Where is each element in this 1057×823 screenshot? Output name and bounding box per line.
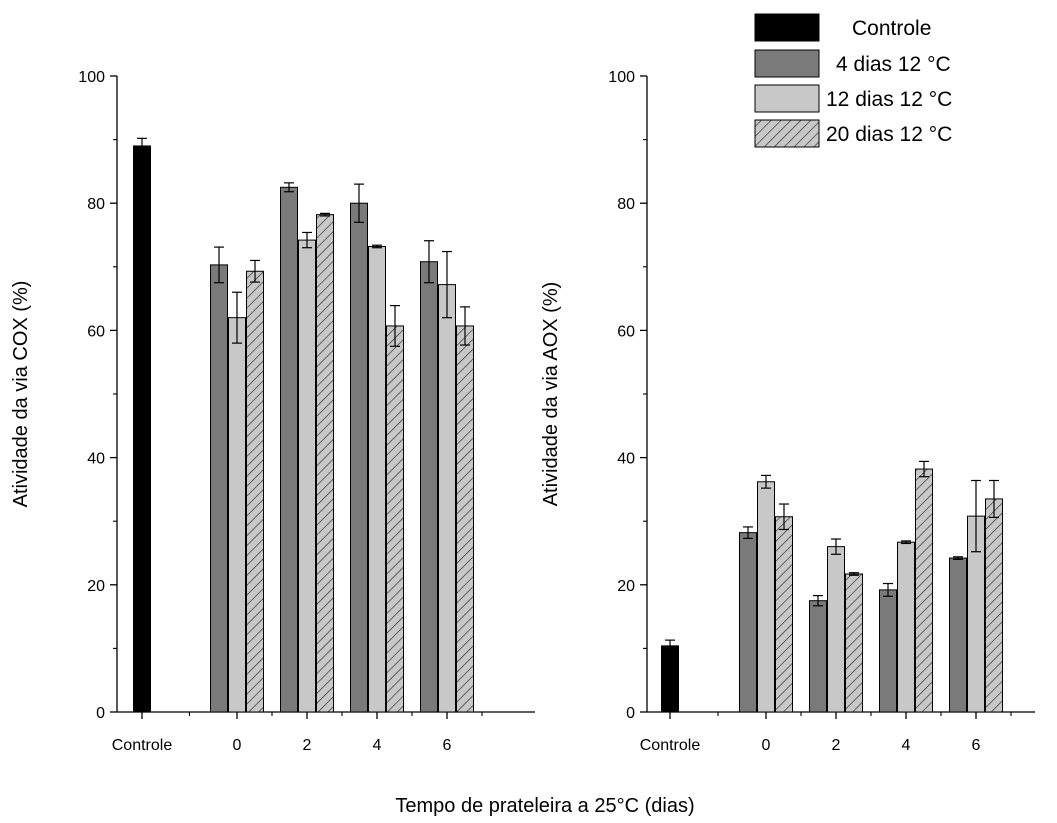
x-tick-label: 2 bbox=[303, 737, 312, 754]
bar-series-2-cat-4 bbox=[897, 541, 915, 713]
y-tick-label: 0 bbox=[626, 705, 635, 722]
legend-swatch bbox=[754, 84, 820, 113]
legend: Controle 4 dias 12 °C 12 dias 12 °C 20 dias… bbox=[754, 13, 952, 148]
bar-series-2-cat-2 bbox=[298, 239, 316, 713]
bar-series-2-cat-2 bbox=[827, 546, 845, 713]
bar-series-3-cat-0 bbox=[775, 516, 793, 713]
y-tick-label: 60 bbox=[87, 323, 105, 340]
y-axis-title: Atividade da via COX (%) bbox=[10, 281, 32, 508]
x-tick-label: 6 bbox=[972, 737, 981, 754]
x-tick-label: 6 bbox=[443, 737, 452, 754]
y-tick-label: 0 bbox=[96, 705, 105, 722]
y-tick-label: 20 bbox=[87, 578, 105, 595]
bar-series-2-cat-0 bbox=[228, 317, 246, 713]
legend-label: Controle bbox=[852, 17, 931, 40]
y-axis-title: Atividade da via AOX (%) bbox=[540, 282, 562, 507]
bar-series-3-cat-0 bbox=[246, 270, 264, 713]
x-tick-label: 0 bbox=[762, 737, 771, 754]
bar-series-1-cat-4 bbox=[350, 202, 368, 713]
y-tick-label: 40 bbox=[617, 451, 635, 468]
x-tick-label: 4 bbox=[902, 737, 911, 754]
legend-label: 20 dias 12 °C bbox=[826, 123, 952, 146]
aox-panel: 0 20 40 60 80 100 Controle 0 2 4 6 Atividade da via… bbox=[540, 69, 1035, 754]
legend-swatch bbox=[754, 49, 820, 78]
bar-controle bbox=[133, 145, 151, 713]
cox-panel: 0 20 40 60 80 100 Controle 0 2 4 6 Atividade da via… bbox=[10, 69, 535, 754]
legend-label: 4 dias 12 °C bbox=[836, 53, 951, 76]
y-tick-label: 80 bbox=[87, 196, 105, 213]
y-tick-label: 80 bbox=[617, 196, 635, 213]
bar-series-1-cat-2 bbox=[280, 186, 298, 713]
bar-series-1-cat-0 bbox=[739, 532, 757, 713]
bar-series-2-cat-4 bbox=[368, 245, 386, 713]
bar-series-3-cat-2 bbox=[845, 573, 863, 713]
y-tick-label: 100 bbox=[78, 69, 105, 86]
legend-label: 12 dias 12 °C bbox=[826, 88, 952, 111]
bar-series-3-cat-6 bbox=[456, 325, 474, 713]
y-tick-label: 20 bbox=[617, 578, 635, 595]
bar-series-1-cat-6 bbox=[949, 557, 967, 713]
bar-controle bbox=[661, 645, 679, 713]
x-tick-label: 4 bbox=[373, 737, 382, 754]
y-tick-label: 60 bbox=[617, 323, 635, 340]
bar-series-3-cat-6 bbox=[985, 498, 1003, 713]
y-tick-label: 100 bbox=[608, 69, 635, 86]
x-tick-label: Controle bbox=[640, 737, 701, 754]
legend-swatch bbox=[754, 119, 820, 148]
bar-series-1-cat-4 bbox=[879, 589, 897, 713]
bar-series-2-cat-6 bbox=[438, 284, 456, 713]
x-tick-label: 2 bbox=[832, 737, 841, 754]
bar-series-3-cat-2 bbox=[316, 214, 334, 713]
x-tick-label: 0 bbox=[233, 737, 242, 754]
bar-series-1-cat-2 bbox=[809, 600, 827, 713]
bar-series-2-cat-0 bbox=[757, 481, 775, 713]
y-tick-label: 40 bbox=[87, 451, 105, 468]
shared-x-axis-title: Tempo de prateleira a 25°C (dias) bbox=[395, 795, 694, 817]
legend-swatch bbox=[754, 13, 820, 42]
bar-series-3-cat-4 bbox=[386, 325, 404, 713]
bar-series-1-cat-0 bbox=[210, 264, 228, 713]
bar-series-1-cat-6 bbox=[420, 261, 438, 713]
bar-series-3-cat-4 bbox=[915, 468, 933, 713]
x-tick-label: Controle bbox=[112, 737, 173, 754]
